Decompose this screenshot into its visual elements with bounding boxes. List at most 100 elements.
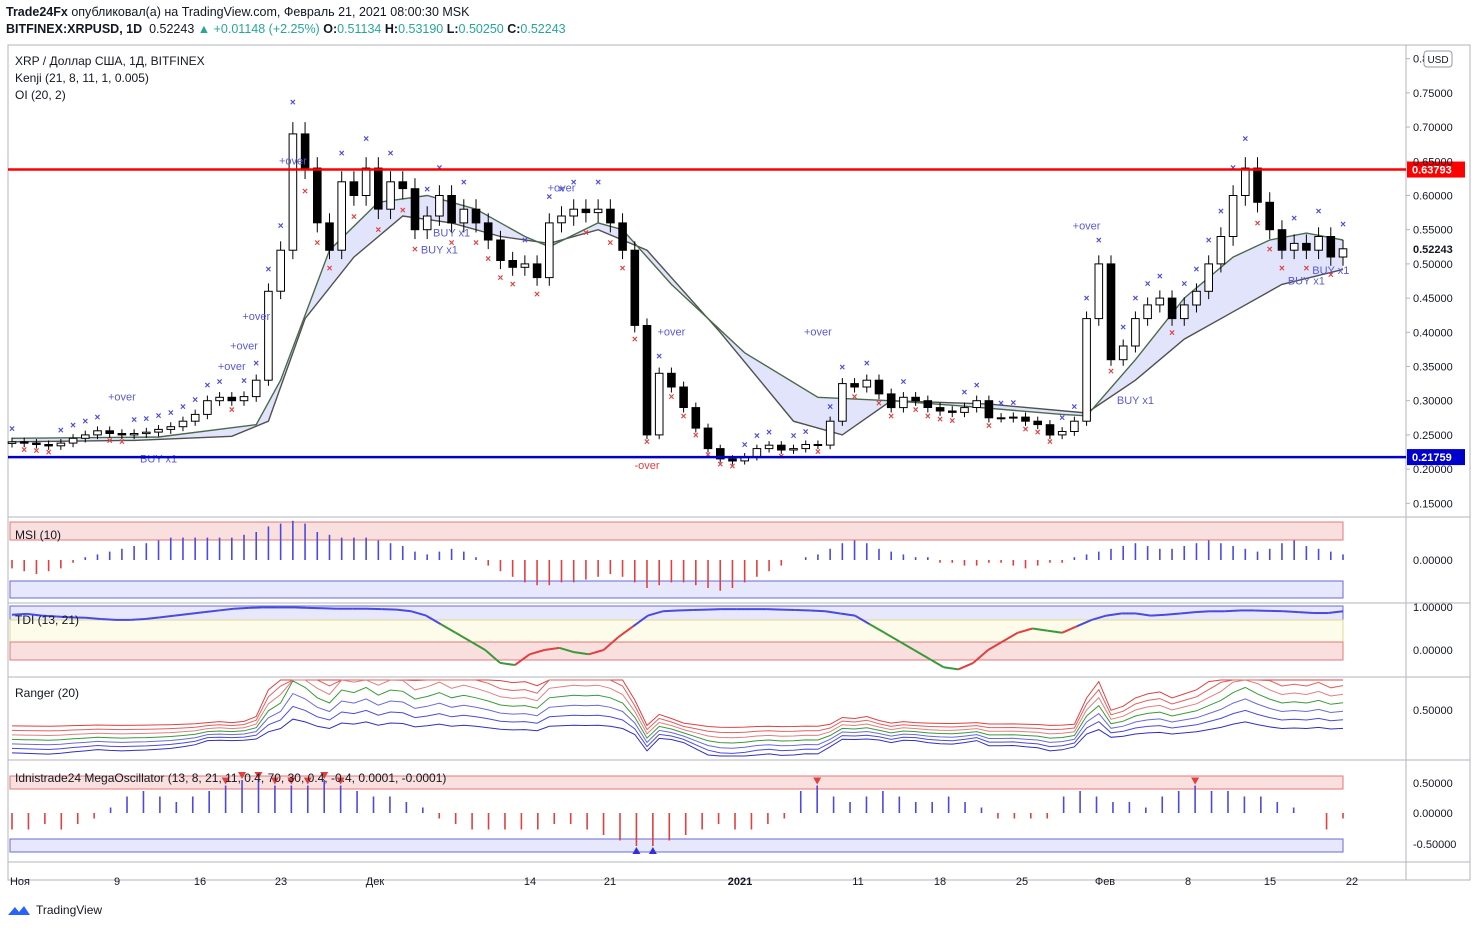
cross-signal-marker: × (1157, 272, 1163, 283)
bull-candle (1216, 236, 1226, 265)
bear-candle (630, 249, 640, 326)
time-tick-label: 21 (604, 876, 616, 888)
cross-signal-marker: × (461, 177, 467, 188)
bull-candle (1070, 420, 1079, 433)
cross-signal-marker: × (278, 221, 284, 232)
cross-signal-marker: × (180, 402, 186, 413)
close-label: C: (507, 22, 521, 36)
cross-signal-marker: × (913, 405, 919, 416)
cross-signal-marker: × (632, 334, 638, 345)
bull-candle (56, 442, 66, 447)
tdi-line-segment (825, 610, 841, 615)
bull-candle (593, 208, 603, 214)
tdi-line-segment (1150, 613, 1166, 617)
bear-candle (1253, 167, 1262, 203)
mega-buy-marker (648, 847, 657, 854)
tdi-line-segment (869, 623, 886, 634)
tdi-line-segment (484, 649, 501, 664)
cross-signal-marker: × (241, 376, 247, 387)
publisher-name[interactable]: Trade24Fx (6, 5, 68, 19)
cross-signal-marker: × (363, 134, 369, 145)
kenji-lower-line (11, 215, 1344, 443)
cross-signal-marker: × (168, 408, 174, 419)
bull-candle (7, 441, 17, 444)
time-tick-label: 8 (1185, 876, 1191, 888)
tdi-line-segment (898, 640, 915, 651)
cross-signal-marker: × (937, 415, 943, 426)
mega-sell-marker (320, 772, 329, 779)
tdi-line-segment (602, 636, 620, 651)
tdi-line-segment (455, 631, 471, 643)
tdi-line-segment (884, 631, 900, 643)
signal-label: BUY x1 (433, 228, 470, 240)
ranger-legend: Ranger (20) (15, 686, 79, 700)
time-tick-label: 16 (194, 876, 206, 888)
cross-signal-marker: × (290, 98, 296, 109)
cross-signal-marker: × (266, 264, 272, 275)
bear-candle (483, 222, 493, 241)
tdi-line-segment (617, 625, 634, 638)
bull-candle (1094, 263, 1104, 320)
cross-signal-marker: × (412, 244, 418, 255)
cross-signal-marker: × (351, 212, 357, 223)
bear-candle (410, 188, 420, 231)
bear-candle (642, 325, 652, 436)
cross-signal-marker: × (620, 264, 626, 275)
cross-signal-marker: × (791, 431, 797, 442)
bull-candle (1180, 304, 1189, 320)
usd-badge[interactable]: USD (1423, 50, 1453, 68)
mega-sell-marker (287, 777, 296, 785)
cross-signal-marker: × (143, 414, 149, 425)
chart-canvas[interactable]: × × × × × × × × × × × × × × × × × × × × × × × × × × × × × × × × × × × × × × × ×… (0, 0, 1475, 900)
tdi-line-segment (1032, 627, 1048, 632)
bear-candle (1302, 242, 1311, 251)
tdi-line-segment (514, 653, 531, 666)
cross-signal-marker: × (1120, 322, 1126, 333)
symbol-line[interactable]: BITFINEX:XRPUSD, 1D (6, 22, 143, 36)
tdi-line-segment (1195, 610, 1210, 614)
tradingview-footer[interactable]: TradingView (6, 903, 102, 917)
tdi-line-segment (1061, 625, 1078, 634)
bear-candle (1326, 236, 1336, 258)
bear-candle (105, 430, 115, 434)
cross-signal-marker: × (1303, 264, 1309, 275)
bull-candle (337, 181, 346, 251)
cross-signal-marker: × (1316, 206, 1322, 217)
level-badge (1407, 449, 1465, 466)
cross-signal-marker: × (119, 437, 125, 448)
indicator-panes[interactable] (11, 520, 1344, 854)
cross-signal-marker: × (962, 388, 968, 399)
tdi-line-segment (558, 646, 575, 654)
close-value: 0.52243 (520, 22, 566, 36)
signal-label: -over (634, 460, 659, 472)
chart-header: Trade24Fx опубликовал(а) на TradingView.… (6, 4, 566, 38)
tdi-tick: 1.00000 (1413, 602, 1453, 614)
ranger-line (11, 705, 1344, 754)
tdi-line-segment (632, 614, 649, 628)
price-pane[interactable]: × × × × × × × × × × × × × × × × × × × × × × × × × × × × × × × × × × × × × × × ×… (7, 98, 1465, 473)
bear-candle (1277, 229, 1287, 251)
bear-candle (679, 386, 688, 408)
cross-signal-marker: × (607, 238, 613, 249)
cross-signal-marker: × (1242, 134, 1248, 145)
brand-name: TradingView (36, 903, 103, 917)
bear-candle (1033, 420, 1043, 426)
bull-candle (1338, 248, 1348, 258)
bull-candle (178, 420, 188, 428)
bear-candle (1021, 416, 1030, 422)
price-tick-label: 0.65000 (1413, 156, 1453, 168)
bull-candle (1314, 236, 1323, 251)
tdi-lower-band (9, 641, 1344, 661)
bear-candle (813, 444, 823, 446)
cross-signal-marker: × (815, 447, 821, 458)
bull-candle (1228, 195, 1238, 237)
bear-candle (728, 458, 737, 462)
bull-candle (1241, 167, 1250, 197)
high-value: 0.53190 (398, 22, 444, 36)
signal-label: BUY x1 (140, 453, 177, 465)
cross-signal-marker: × (998, 399, 1004, 410)
tdi-line-segment (204, 609, 220, 614)
cross-signal-marker: × (900, 377, 906, 388)
cross-signal-marker: × (449, 238, 455, 249)
cross-signal-marker: × (314, 238, 320, 249)
